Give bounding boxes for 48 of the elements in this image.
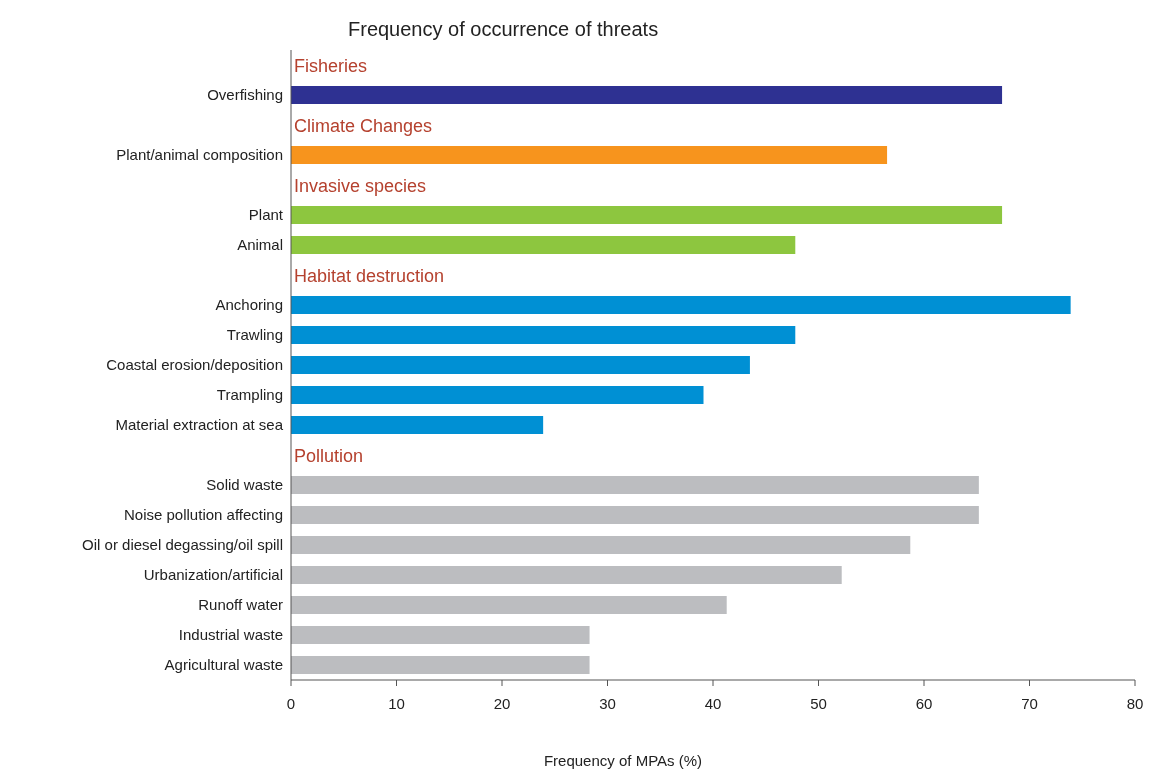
bar xyxy=(291,626,590,644)
y-tick-label: Overfishing xyxy=(207,86,283,103)
x-axis-title: Frequency of MPAs (%) xyxy=(543,752,703,769)
x-tick-label: 30 xyxy=(599,694,616,712)
x-tick-label: 10 xyxy=(388,694,405,712)
y-tick-label: Urbanization/artificial xyxy=(143,566,283,583)
y-tick-label: Agricultural waste xyxy=(164,656,283,673)
bar xyxy=(291,206,1003,224)
y-tick-label: Coastal erosion/deposition xyxy=(106,356,283,373)
annotation: Fisheries xyxy=(294,56,368,76)
bar xyxy=(291,506,979,524)
bar xyxy=(291,596,727,614)
chart-title: Frequency of occurrence of threats xyxy=(347,17,660,42)
bar xyxy=(291,146,888,164)
x-tick-label: 50 xyxy=(810,694,827,712)
x-tick-label: 70 xyxy=(1021,694,1038,712)
y-tick-label: Runoff water xyxy=(198,596,283,613)
y-tick-label: Plant xyxy=(248,206,284,223)
x-tick-label: 40 xyxy=(704,694,722,712)
annotation: Invasive species xyxy=(294,176,427,196)
y-tick-label: Trawling xyxy=(226,326,283,343)
y-tick-label: Plant/animal composition xyxy=(116,146,283,163)
x-tick-label: 0 xyxy=(286,694,296,712)
y-tick-label: Animal xyxy=(237,236,283,253)
bar xyxy=(291,566,842,584)
bar xyxy=(291,236,796,254)
bar xyxy=(291,416,544,434)
y-tick-label: Oil or diesel degassing/oil spill xyxy=(82,536,283,553)
bar xyxy=(291,656,590,674)
y-tick-label: Noise pollution affecting xyxy=(124,506,283,523)
x-tick-label: 60 xyxy=(915,694,933,712)
x-tick-label: 20 xyxy=(493,694,511,712)
bar xyxy=(291,476,979,494)
bar xyxy=(291,386,704,404)
y-tick-label: Solid waste xyxy=(206,476,283,493)
bar xyxy=(291,356,750,374)
x-tick-label: 80 xyxy=(1126,694,1144,712)
y-tick-label: Anchoring xyxy=(215,296,283,313)
bar xyxy=(291,86,1003,104)
bar xyxy=(291,296,1071,314)
y-tick-label: Material extraction at sea xyxy=(115,416,284,433)
annotation: Habitat destruction xyxy=(294,266,445,286)
bar xyxy=(291,326,796,344)
annotation: Climate Changes xyxy=(294,116,433,136)
y-tick-label: Trampling xyxy=(216,386,283,403)
y-tick-label: Industrial waste xyxy=(178,626,283,643)
annotation: Pollution xyxy=(294,446,364,466)
bar xyxy=(291,536,911,554)
